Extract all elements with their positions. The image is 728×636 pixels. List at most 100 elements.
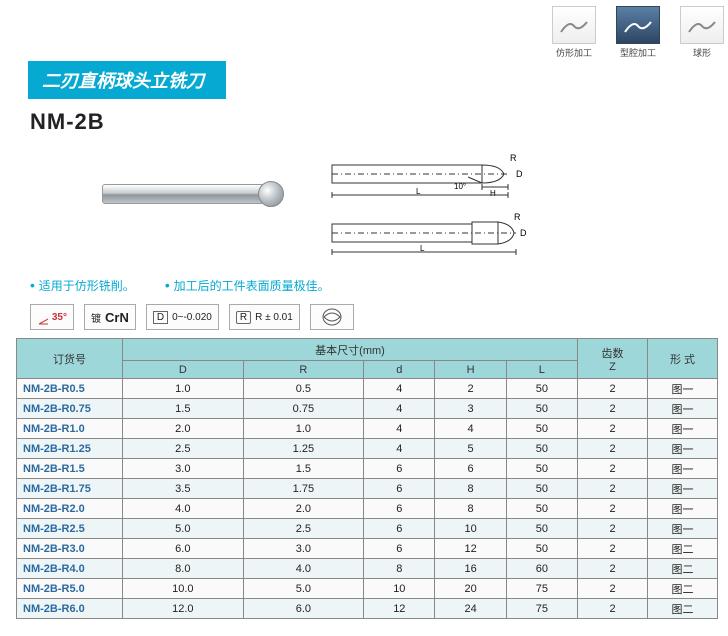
badge-tol-d: D 0~-0.020: [146, 304, 219, 330]
cell-order: NM-2B-R0.5: [17, 379, 123, 399]
cell-order: NM-2B-R1.25: [17, 439, 123, 459]
table-row: NM-2B-R0.51.00.542502图一: [17, 379, 718, 399]
cell-D: 10.0: [123, 579, 244, 599]
svg-text:d: d: [330, 172, 332, 177]
cell-D: 1.0: [123, 379, 244, 399]
cell-D: 3.5: [123, 479, 244, 499]
svg-text:D: D: [520, 228, 527, 238]
cell-L: 75: [506, 599, 577, 619]
category-icon: [552, 6, 596, 44]
cell-L: 50: [506, 419, 577, 439]
cell-H: 8: [435, 499, 506, 519]
cell-d: 6: [364, 459, 435, 479]
cell-D: 4.0: [123, 499, 244, 519]
cell-H: 10: [435, 519, 506, 539]
cell-Z: 2: [578, 499, 648, 519]
cell-R: 5.0: [243, 579, 364, 599]
feature-bullets: 适用于仿形铣削。 加工后的工件表面质量极佳。: [30, 277, 728, 294]
th-d: d: [364, 361, 435, 379]
cell-d: 6: [364, 479, 435, 499]
cell-Z: 2: [578, 459, 648, 479]
table-row: NM-2B-R3.06.03.0612502图二: [17, 539, 718, 559]
cell-D: 2.0: [123, 419, 244, 439]
cell-order: NM-2B-R1.75: [17, 479, 123, 499]
diagram-2: R D L: [330, 212, 530, 258]
cell-Z: 2: [578, 439, 648, 459]
table-row: NM-2B-R1.53.01.566502图一: [17, 459, 718, 479]
cell-form: 图一: [648, 479, 718, 499]
cell-H: 8: [435, 479, 506, 499]
cell-form: 图二: [648, 579, 718, 599]
cell-order: NM-2B-R5.0: [17, 579, 123, 599]
cell-d: 4: [364, 379, 435, 399]
cell-d: 4: [364, 399, 435, 419]
cell-form: 图一: [648, 439, 718, 459]
cell-H: 3: [435, 399, 506, 419]
mid-section: d R D 10° H L R D L: [30, 139, 728, 271]
table-row: NM-2B-R1.753.51.7568502图一: [17, 479, 718, 499]
cell-Z: 2: [578, 399, 648, 419]
cell-H: 6: [435, 459, 506, 479]
cell-L: 75: [506, 579, 577, 599]
th-L: L: [506, 361, 577, 379]
svg-text:H: H: [490, 189, 496, 198]
cell-R: 2.5: [243, 519, 364, 539]
category-icon: [616, 6, 660, 44]
top-icon-row: 仿形加工型腔加工球形: [0, 0, 728, 59]
cell-Z: 2: [578, 599, 648, 619]
th-D: D: [123, 361, 244, 379]
icon-label: 型腔加工: [620, 46, 656, 59]
cell-D: 5.0: [123, 519, 244, 539]
badge-coating: 镀 CrN: [84, 304, 136, 330]
top-icon: 型腔加工: [616, 6, 660, 59]
cell-order: NM-2B-R2.0: [17, 499, 123, 519]
cell-d: 8: [364, 559, 435, 579]
endmill-render: [102, 181, 284, 207]
table-row: NM-2B-R1.02.01.044502图一: [17, 419, 718, 439]
title-bar: 二刃直柄球头立铣刀: [28, 61, 728, 99]
cell-R: 1.5: [243, 459, 364, 479]
svg-text:10°: 10°: [454, 182, 466, 191]
cell-Z: 2: [578, 519, 648, 539]
spec-table: 订货号 基本尺寸(mm) 齿数 Z 形 式 D R d H L NM-2B-R0…: [16, 338, 718, 619]
cell-form: 图二: [648, 599, 718, 619]
cell-R: 2.0: [243, 499, 364, 519]
cell-R: 4.0: [243, 559, 364, 579]
cell-form: 图二: [648, 559, 718, 579]
cell-D: 3.0: [123, 459, 244, 479]
cell-R: 1.25: [243, 439, 364, 459]
svg-text:L: L: [420, 244, 425, 253]
cell-R: 0.75: [243, 399, 364, 419]
bullet-1: 适用于仿形铣削。: [30, 277, 135, 294]
cell-d: 4: [364, 439, 435, 459]
cell-Z: 2: [578, 579, 648, 599]
cell-H: 24: [435, 599, 506, 619]
cell-H: 2: [435, 379, 506, 399]
table-head: 订货号 基本尺寸(mm) 齿数 Z 形 式 D R d H L: [17, 339, 718, 379]
cell-d: 12: [364, 599, 435, 619]
th-H: H: [435, 361, 506, 379]
cell-D: 6.0: [123, 539, 244, 559]
cell-H: 12: [435, 539, 506, 559]
cell-d: 6: [364, 519, 435, 539]
product-title: 二刃直柄球头立铣刀: [28, 61, 226, 99]
th-dims: 基本尺寸(mm): [123, 339, 578, 361]
cell-Z: 2: [578, 539, 648, 559]
cell-R: 1.75: [243, 479, 364, 499]
cell-form: 图一: [648, 519, 718, 539]
svg-text:R: R: [510, 153, 517, 163]
cell-form: 图一: [648, 459, 718, 479]
cell-D: 8.0: [123, 559, 244, 579]
svg-text:L: L: [416, 187, 421, 196]
cell-L: 50: [506, 399, 577, 419]
cell-L: 50: [506, 479, 577, 499]
cell-H: 20: [435, 579, 506, 599]
th-z: 齿数 Z: [578, 339, 648, 379]
model-code: NM-2B: [30, 109, 728, 135]
icon-label: 球形: [693, 46, 711, 59]
product-photo: [30, 159, 290, 229]
table-body: NM-2B-R0.51.00.542502图一NM-2B-R0.751.50.7…: [17, 379, 718, 619]
cell-d: 6: [364, 499, 435, 519]
cell-R: 1.0: [243, 419, 364, 439]
cell-d: 6: [364, 539, 435, 559]
